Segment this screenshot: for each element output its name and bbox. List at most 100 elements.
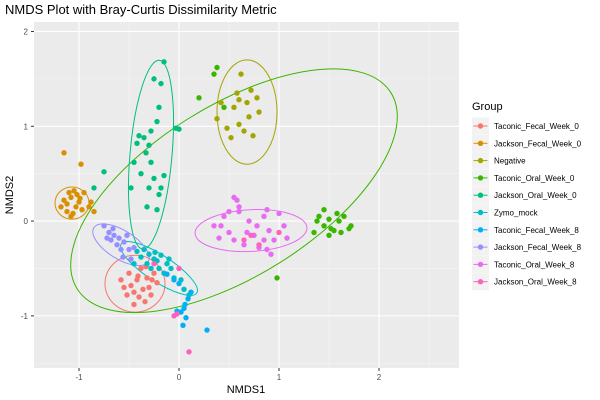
point-jackson-oral-week-0: [146, 185, 152, 191]
point-jackson-oral-week-0: [144, 204, 150, 210]
point-jackson-fecal-week-8: [110, 225, 116, 232]
point-jackson-oral-week-0: [151, 76, 157, 82]
plot-panel: [34, 22, 459, 368]
point-taconic-oral-week-8: [264, 206, 270, 213]
point-taconic-oral-week-0: [336, 218, 342, 224]
point-taconic-oral-week-0: [334, 210, 340, 217]
point-taconic-oral-week-0: [214, 64, 220, 71]
point-jackson-oral-week-0: [101, 169, 107, 175]
x-tick-label: 2: [377, 373, 382, 382]
point-zymo-mock: [168, 265, 174, 272]
point-taconic-oral-week-0: [211, 71, 217, 77]
point-taconic-oral-week-0: [274, 275, 280, 281]
y-axis-title: NMDS2: [4, 176, 16, 215]
point-negative: [228, 134, 234, 141]
point-jackson-oral-week-0: [146, 142, 152, 148]
point-taconic-oral-week-8: [266, 227, 272, 234]
point-jackson-fecal-week-0: [79, 206, 85, 213]
y-tick-label: 0: [24, 217, 29, 226]
legend-item-taconic-oral-week-8: Taconic_Oral_Week_8: [472, 255, 575, 273]
legend-item-jackson-oral-week-8: Jackson_Oral_Week_8: [472, 273, 577, 291]
point-negative: [224, 125, 230, 131]
legend-item-taconic-fecal-week-8: Taconic_Fecal_Week_8: [472, 221, 579, 239]
point-negative: [256, 109, 262, 115]
point-jackson-fecal-week-8: [108, 237, 114, 243]
point-taconic-oral-week-8: [211, 223, 217, 229]
point-taconic-fecal-week-0: [121, 284, 127, 291]
point-taconic-fecal-week-8: [164, 271, 170, 277]
point-jackson-fecal-week-0: [68, 213, 74, 220]
point-negative: [238, 71, 244, 77]
point-jackson-oral-week-8: [176, 265, 182, 272]
point-taconic-fecal-week-0: [131, 301, 137, 308]
chart-title: NMDS Plot with Bray-Curtis Dissimilarity…: [5, 2, 277, 17]
point-taconic-fecal-week-8: [183, 315, 189, 321]
point-taconic-fecal-week-0: [154, 279, 160, 286]
point-jackson-oral-week-0: [176, 126, 182, 132]
point-jackson-fecal-week-0: [61, 197, 67, 203]
point-jackson-oral-week-0: [148, 128, 154, 134]
legend-label: Taconic_Fecal_Week_8: [494, 226, 579, 235]
point-taconic-fecal-week-0: [149, 277, 155, 283]
points: [58, 59, 354, 355]
x-tick-label: 1: [277, 373, 282, 382]
legend-key-point: [477, 244, 484, 250]
ellipses: [54, 59, 398, 314]
point-jackson-oral-week-0: [156, 191, 162, 198]
point-jackson-oral-week-8: [174, 311, 180, 317]
point-negative: [214, 115, 220, 122]
point-jackson-fecal-week-0: [71, 188, 77, 194]
point-taconic-oral-week-8: [218, 223, 224, 229]
legend-key-point: [477, 209, 484, 216]
point-jackson-fecal-week-0: [91, 208, 97, 215]
point-taconic-fecal-week-0: [146, 284, 152, 291]
point-jackson-fecal-week-0: [61, 150, 67, 156]
point-jackson-fecal-week-0: [77, 195, 83, 202]
point-taconic-fecal-week-8: [176, 280, 182, 287]
point-taconic-fecal-week-0: [124, 292, 130, 298]
point-zymo-mock: [131, 261, 137, 267]
legend-label: Jackson_Oral_Week_8: [494, 278, 577, 287]
legend-item-taconic-oral-week-0: Taconic_Oral_Week_0: [472, 169, 575, 187]
point-jackson-oral-week-8: [256, 242, 262, 248]
point-taconic-oral-week-0: [328, 225, 334, 232]
point-taconic-oral-week-0: [326, 216, 332, 222]
point-jackson-fecal-week-0: [88, 199, 94, 205]
point-taconic-fecal-week-0: [136, 294, 142, 300]
point-taconic-fecal-week-8: [185, 296, 191, 302]
legend-label: Jackson_Fecal_Week_8: [494, 243, 582, 252]
legend-label: Jackson_Oral_Week_0: [494, 191, 577, 200]
point-jackson-fecal-week-8: [106, 229, 112, 236]
point-jackson-fecal-week-0: [78, 161, 84, 167]
legend-item-zymo-mock: Zymo_mock: [472, 204, 539, 221]
point-jackson-oral-week-0: [91, 185, 97, 191]
legend-item-taconic-fecal-week-0: Taconic_Fecal_Week_0: [472, 117, 579, 135]
point-zymo-mock: [156, 265, 162, 272]
legend-label: Zymo_mock: [494, 209, 539, 218]
point-zymo-mock: [164, 261, 170, 267]
point-taconic-oral-week-8: [231, 237, 237, 243]
point-taconic-oral-week-0: [326, 232, 332, 238]
point-taconic-fecal-week-8: [171, 277, 177, 283]
point-taconic-oral-week-8: [241, 242, 247, 248]
point-negative: [234, 90, 240, 96]
point-jackson-oral-week-8: [248, 232, 254, 238]
point-taconic-fecal-week-8: [180, 322, 186, 329]
point-taconic-oral-week-8: [268, 251, 274, 257]
point-zymo-mock: [158, 252, 164, 258]
point-jackson-fecal-week-8: [131, 244, 137, 251]
point-negative: [250, 133, 256, 139]
legend-label: Taconic_Fecal_Week_0: [494, 122, 579, 131]
point-jackson-fecal-week-0: [68, 194, 74, 201]
point-jackson-fecal-week-0: [81, 189, 87, 196]
legend-item-jackson-oral-week-0: Jackson_Oral_Week_0: [472, 186, 577, 204]
point-jackson-oral-week-0: [128, 185, 134, 191]
point-jackson-oral-week-0: [154, 118, 160, 125]
point-taconic-fecal-week-0: [135, 273, 141, 279]
point-jackson-fecal-week-8: [128, 256, 134, 262]
point-taconic-oral-week-8: [261, 213, 267, 220]
x-axis-ticks: -1 0 1 2: [75, 368, 382, 382]
point-taconic-fecal-week-0: [138, 265, 144, 272]
point-zymo-mock: [152, 249, 158, 256]
